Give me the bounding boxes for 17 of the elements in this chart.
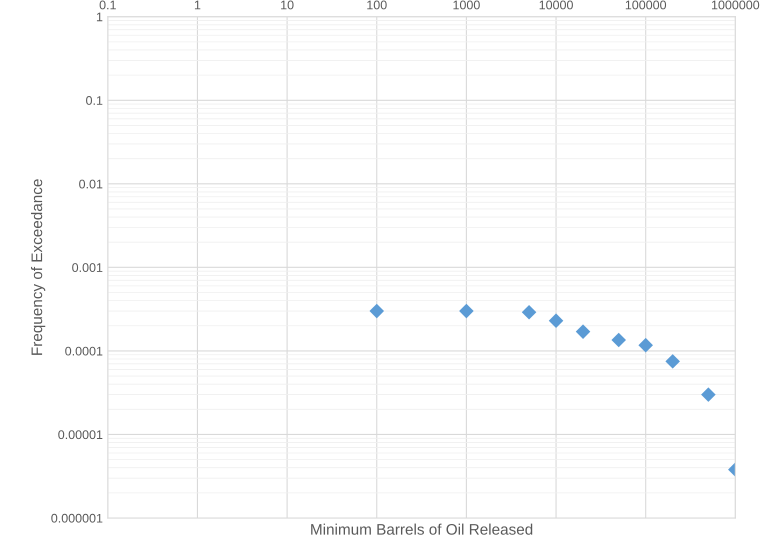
y-tick-label: 0.001 xyxy=(72,263,102,272)
x-tick-label: 0.1 xyxy=(100,0,116,10)
x-tick-label: 1000 xyxy=(453,0,480,10)
x-tick-label: 100 xyxy=(367,0,387,10)
y-tick-label: 1 xyxy=(96,12,102,22)
y-tick-label: 0.1 xyxy=(86,96,102,105)
y-tick-label: 0.000001 xyxy=(51,514,102,523)
y-axis-title: Frequency of Exceedance xyxy=(31,179,46,355)
x-tick-label: 100000 xyxy=(626,0,666,10)
y-tick-label: 0.01 xyxy=(79,180,102,188)
x-tick-label: 1000000 xyxy=(712,0,760,10)
y-tick-label: 0.00001 xyxy=(58,430,102,440)
y-tick-label: 0.0001 xyxy=(65,346,102,356)
x-tick-label: 1 xyxy=(194,0,200,10)
x-tick-label: 10 xyxy=(281,0,294,10)
x-tick-label: 10000 xyxy=(540,0,573,10)
x-axis-title: Minimum Barrels of Oil Released xyxy=(311,524,532,535)
